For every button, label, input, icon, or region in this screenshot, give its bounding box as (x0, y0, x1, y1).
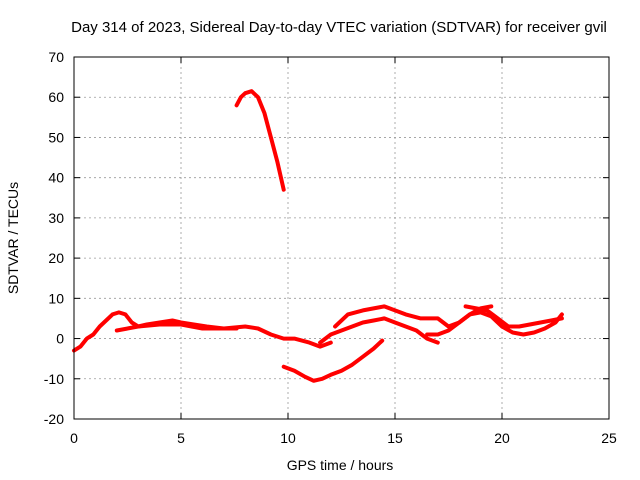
x-tick-label: 10 (280, 430, 296, 446)
x-tick-label: 25 (601, 430, 617, 446)
series-arc-midday (114, 322, 333, 349)
y-tick-label: 70 (48, 49, 64, 65)
y-tick-label: 0 (56, 331, 64, 347)
series-arc-high (234, 89, 286, 192)
series-arc-evening-a (425, 310, 564, 337)
series-arc-negative (281, 338, 385, 383)
x-tick-label: 20 (494, 430, 510, 446)
y-tick-label: 30 (48, 210, 64, 226)
series-arc-afternoon-a (318, 316, 440, 345)
series-arc-evening-b (463, 304, 564, 329)
x-tick-label: 5 (177, 430, 185, 446)
series-arc-early-morning (72, 310, 239, 353)
y-axis-label: SDTVAR / TECUs (5, 182, 21, 294)
x-tick-label: 0 (70, 430, 78, 446)
tick-layer: 0 5 10 15 20 25 -20 -10 0 10 20 30 40 50 60 70 (44, 49, 617, 446)
y-tick-label: -20 (44, 411, 64, 427)
y-tick-label: 50 (48, 129, 64, 145)
y-tick-label: 10 (48, 290, 64, 306)
grid-layer (74, 57, 609, 419)
y-tick-label: 60 (48, 89, 64, 105)
plot-frame (73, 56, 610, 420)
chart-title: Day 314 of 2023, Sidereal Day-to-day VTE… (71, 19, 607, 36)
series-layer (72, 89, 564, 383)
x-axis-label: GPS time / hours (287, 457, 394, 473)
x-tick-label: 15 (387, 430, 403, 446)
y-tick-label: 20 (48, 250, 64, 266)
y-tick-label: -10 (44, 371, 64, 387)
y-tick-label: 40 (48, 170, 64, 186)
